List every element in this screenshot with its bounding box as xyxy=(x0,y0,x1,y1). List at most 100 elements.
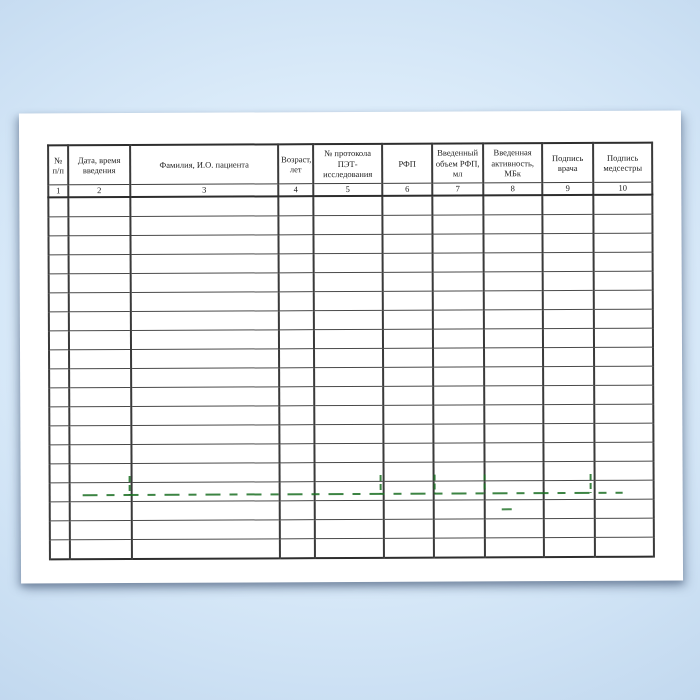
empty-cell xyxy=(131,424,280,445)
empty-cell xyxy=(594,537,654,557)
empty-cell xyxy=(313,329,384,349)
empty-cell xyxy=(68,330,132,350)
empty-cell xyxy=(594,442,654,462)
empty-cell xyxy=(69,368,132,388)
empty-cell xyxy=(433,480,485,501)
column-number: 10 xyxy=(593,182,653,195)
empty-cell xyxy=(382,291,433,311)
col-header-activity: Введенная активность, МБк xyxy=(483,143,543,183)
empty-cell xyxy=(543,347,595,367)
empty-cell xyxy=(432,309,484,330)
empty-cell xyxy=(278,234,314,254)
empty-cell xyxy=(314,462,384,482)
empty-cell xyxy=(432,290,484,311)
empty-cell xyxy=(483,290,543,310)
empty-cell xyxy=(314,405,384,425)
empty-cell xyxy=(433,385,485,406)
document-page: № п/п Дата, время введения Фамилия, И.О.… xyxy=(18,110,684,584)
empty-cell xyxy=(542,271,594,291)
empty-cell xyxy=(130,310,279,331)
column-number: 5 xyxy=(313,183,383,197)
empty-cell xyxy=(68,196,131,217)
empty-cell xyxy=(543,537,595,558)
empty-cell xyxy=(542,309,594,329)
empty-cell xyxy=(279,424,315,444)
empty-cell xyxy=(433,442,485,463)
empty-cell xyxy=(49,406,70,426)
empty-cell xyxy=(542,290,594,310)
empty-cell xyxy=(383,367,434,387)
empty-cell xyxy=(433,366,485,387)
empty-cell xyxy=(484,537,544,558)
empty-cell xyxy=(131,462,280,483)
empty-cell xyxy=(279,462,315,482)
empty-cell xyxy=(433,347,485,368)
empty-cell xyxy=(313,234,383,254)
empty-cell xyxy=(433,499,485,520)
empty-cell xyxy=(594,404,654,424)
empty-cell xyxy=(483,233,543,253)
empty-cell xyxy=(594,366,654,386)
empty-cell xyxy=(593,233,653,253)
empty-cell xyxy=(382,253,433,273)
empty-cell xyxy=(131,500,280,521)
empty-cell xyxy=(432,214,484,235)
empty-cell xyxy=(68,273,131,293)
green-scan-tick xyxy=(589,473,592,493)
empty-cell xyxy=(278,291,314,311)
empty-cell xyxy=(130,272,279,293)
empty-cell xyxy=(314,443,384,463)
empty-cell xyxy=(432,252,484,273)
empty-cell xyxy=(69,539,132,560)
empty-cell xyxy=(432,328,485,349)
empty-cell xyxy=(314,424,384,444)
empty-cell xyxy=(49,349,70,369)
empty-cell xyxy=(383,405,434,425)
empty-cell xyxy=(49,463,70,483)
empty-cell xyxy=(314,386,384,406)
empty-cell xyxy=(483,271,543,291)
empty-cell xyxy=(484,442,544,462)
empty-cell xyxy=(279,500,315,520)
empty-cell xyxy=(593,194,653,215)
col-header-number: № п/п xyxy=(48,145,69,185)
empty-cell xyxy=(49,501,70,521)
injection-log-table: № п/п Дата, время введения Фамилия, И.О.… xyxy=(47,141,655,561)
empty-cell xyxy=(543,423,595,443)
empty-cell xyxy=(279,519,315,539)
empty-cell xyxy=(382,234,433,254)
empty-cell xyxy=(383,481,434,501)
empty-cell xyxy=(383,348,434,368)
empty-cell xyxy=(383,500,434,520)
empty-cell xyxy=(49,482,70,502)
empty-cell xyxy=(69,463,132,483)
empty-cell xyxy=(433,404,485,425)
empty-cell xyxy=(543,366,595,386)
column-number: 1 xyxy=(48,184,69,198)
empty-cell xyxy=(484,461,544,481)
empty-cell xyxy=(382,310,433,330)
empty-cell xyxy=(593,214,653,234)
green-scan-tick xyxy=(483,474,486,494)
empty-cell xyxy=(484,404,544,424)
empty-cell xyxy=(49,368,70,388)
empty-cell xyxy=(130,291,279,312)
empty-cell xyxy=(432,271,484,292)
empty-cell xyxy=(314,500,384,520)
empty-cell xyxy=(484,385,544,405)
empty-cell xyxy=(313,215,383,235)
empty-cell xyxy=(68,292,131,312)
empty-cell xyxy=(130,234,279,255)
empty-cell xyxy=(130,215,279,236)
green-scan-tick xyxy=(128,476,131,496)
empty-cell xyxy=(68,311,131,331)
table-body xyxy=(48,194,654,560)
empty-cell xyxy=(49,387,70,407)
empty-cell xyxy=(594,461,654,481)
col-header-rfp: РФП xyxy=(382,143,433,184)
empty-cell xyxy=(432,233,484,254)
column-number: 9 xyxy=(542,182,594,196)
empty-cell xyxy=(313,310,383,330)
empty-cell xyxy=(278,329,315,349)
